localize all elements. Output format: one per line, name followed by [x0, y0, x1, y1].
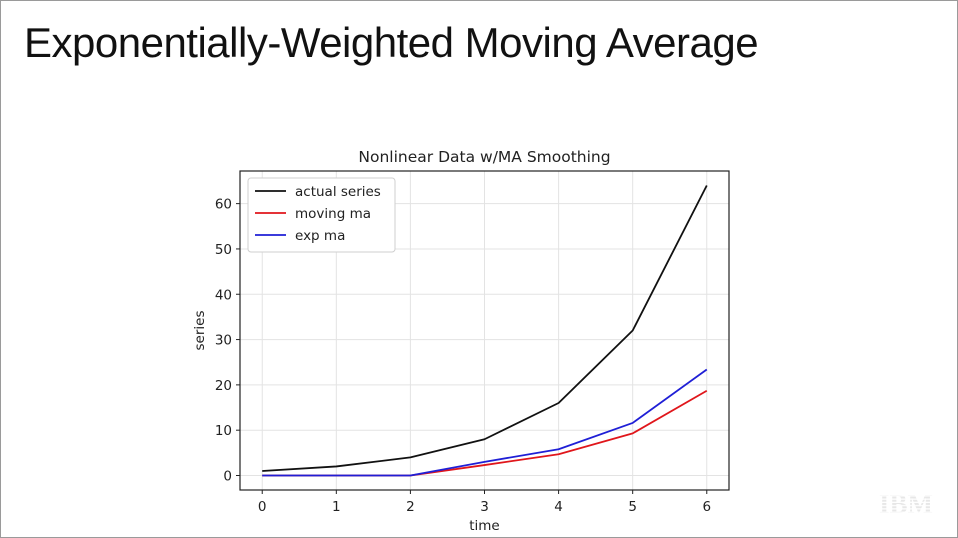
y-tick-label: 30: [215, 333, 232, 349]
x-tick-label: 5: [628, 499, 637, 515]
x-tick-label: 2: [406, 499, 415, 515]
y-tick-label: 10: [215, 423, 232, 439]
legend: actual series moving ma exp ma: [247, 177, 396, 253]
y-tick-label: 60: [215, 197, 232, 213]
ibm-logo-text: IBM: [879, 490, 933, 516]
series-lines: [262, 185, 708, 477]
y-tick-label: 40: [215, 287, 232, 303]
ibm-logo: IBM: [879, 490, 933, 516]
x-tick-label: 1: [332, 499, 341, 515]
y-axis-label: series: [192, 311, 208, 351]
chart-title: Nonlinear Data w/MA Smoothing: [358, 148, 610, 166]
legend-label: exp ma: [295, 228, 345, 244]
x-tick-label: 6: [702, 499, 711, 515]
legend-label: moving ma: [295, 206, 371, 222]
x-tick-label: 3: [480, 499, 489, 515]
x-axis-label: time: [469, 518, 500, 534]
y-tick-label: 0: [223, 469, 232, 485]
legend-label: actual series: [295, 184, 381, 200]
y-tick-label: 50: [215, 242, 232, 258]
y-tick-label: 20: [215, 378, 232, 394]
series-line-exp-ma: [262, 368, 708, 477]
series-line-actual-series: [262, 185, 708, 472]
slide-title: Exponentially-Weighted Moving Average: [24, 19, 759, 66]
x-tick-label: 4: [554, 499, 563, 515]
x-tick-label: 0: [258, 499, 267, 515]
legend-box: [247, 177, 396, 253]
